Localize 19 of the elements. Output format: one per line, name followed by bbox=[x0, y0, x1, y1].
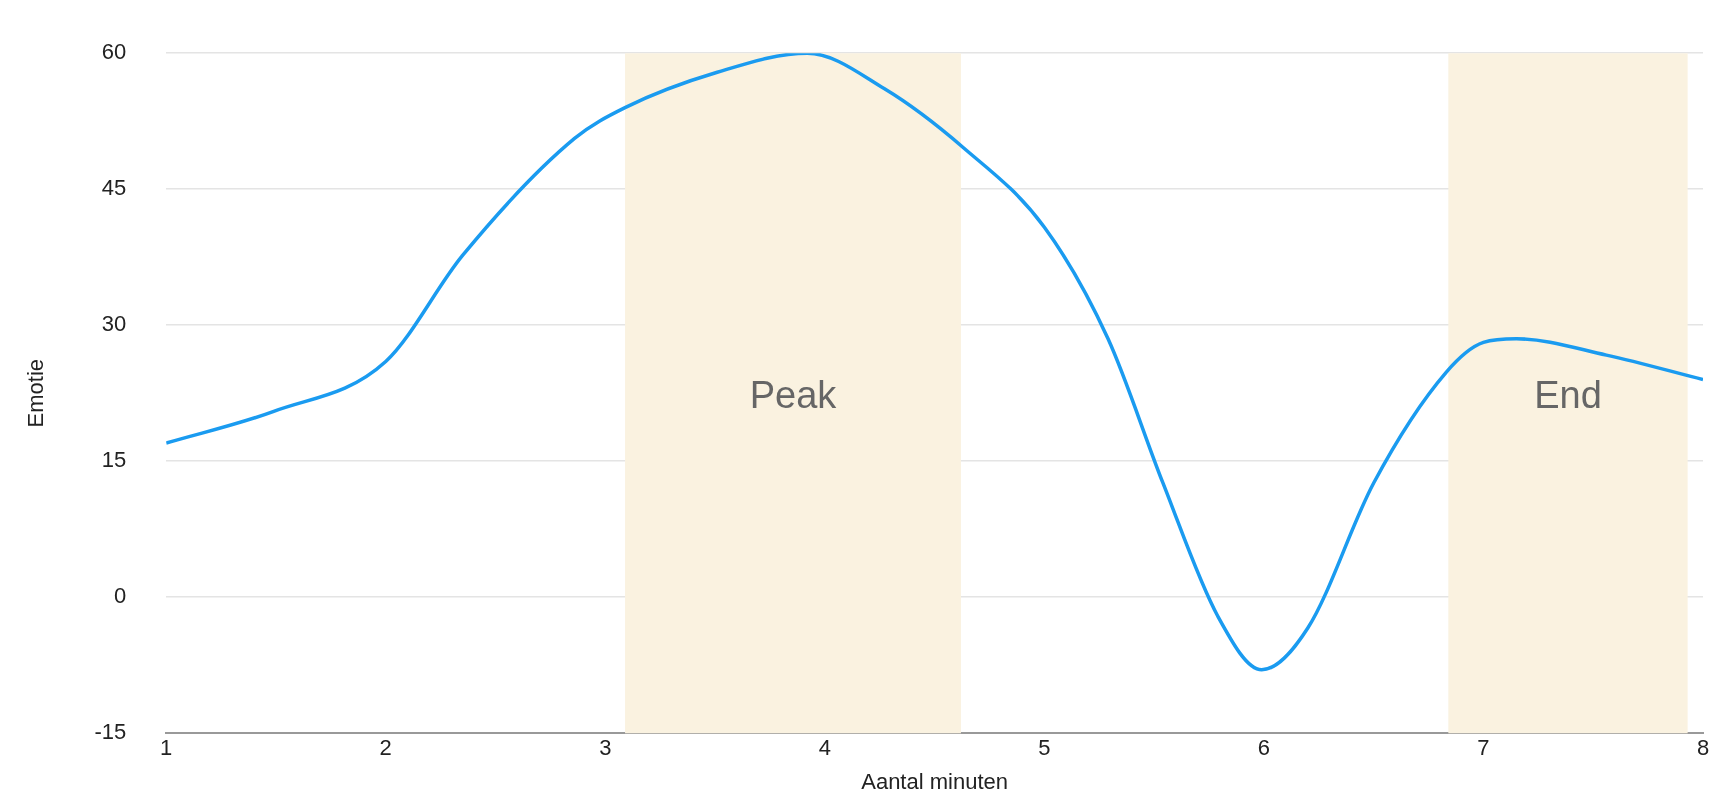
band-label: Peak bbox=[749, 374, 838, 417]
y-tick-label: -15 bbox=[94, 719, 127, 745]
x-tick-label: 7 bbox=[1477, 735, 1490, 761]
band-label: End bbox=[1534, 374, 1602, 417]
y-tick-label: 0 bbox=[113, 583, 127, 609]
x-tick-label: 2 bbox=[379, 735, 392, 761]
y-tick-label: 45 bbox=[101, 175, 127, 201]
x-tick-label: 6 bbox=[1257, 735, 1271, 761]
x-tick-label: 5 bbox=[1038, 735, 1051, 761]
line-series bbox=[166, 53, 1703, 672]
x-tick-label: 3 bbox=[599, 735, 612, 761]
y-tick-label: 30 bbox=[101, 311, 127, 337]
x-tick-label: 1 bbox=[160, 735, 173, 761]
y-axis-title: Emotie bbox=[23, 358, 49, 428]
x-axis-title: Aantal minuten bbox=[861, 768, 1008, 794]
y-tick-label: 15 bbox=[101, 447, 127, 473]
y-tick-label: 60 bbox=[101, 39, 127, 65]
x-tick-label: 8 bbox=[1696, 735, 1710, 761]
x-tick-label: 4 bbox=[818, 735, 831, 761]
